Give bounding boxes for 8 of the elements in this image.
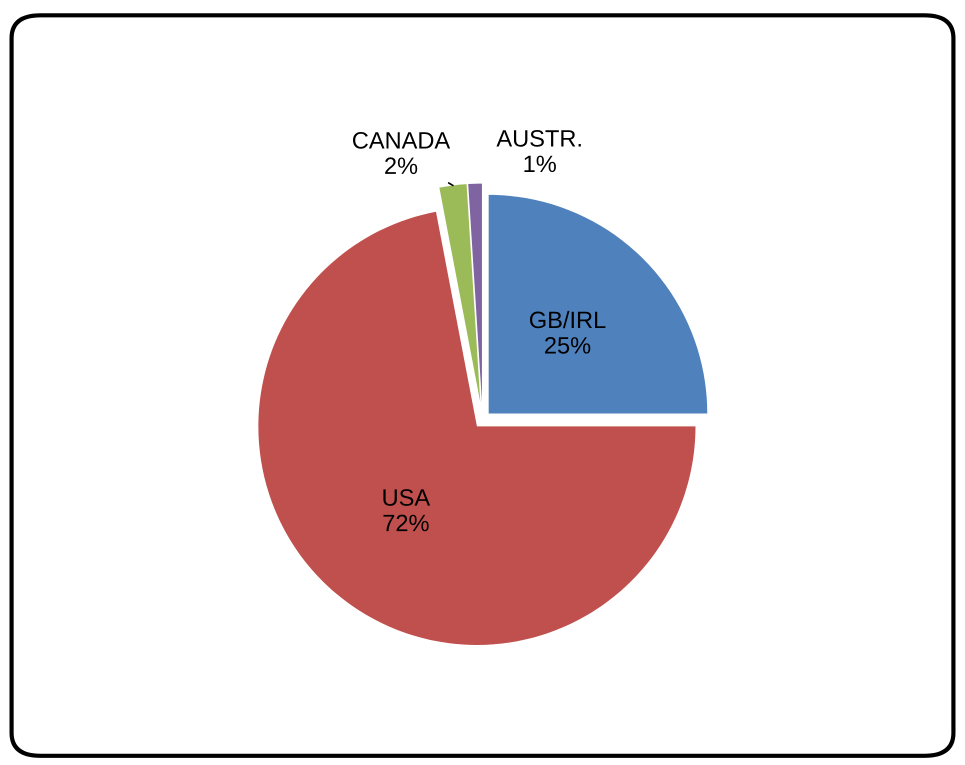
slice-label: CANADA (352, 132, 450, 149)
slice-label: AUSTR. (496, 130, 581, 147)
data-label: 72% (383, 514, 429, 532)
data-label: 1% (524, 156, 556, 172)
data-label: 25% (545, 336, 590, 354)
slice-label: GB/IRL (530, 310, 606, 328)
slice-label: USA (383, 489, 430, 506)
data-label: 2% (385, 157, 418, 174)
